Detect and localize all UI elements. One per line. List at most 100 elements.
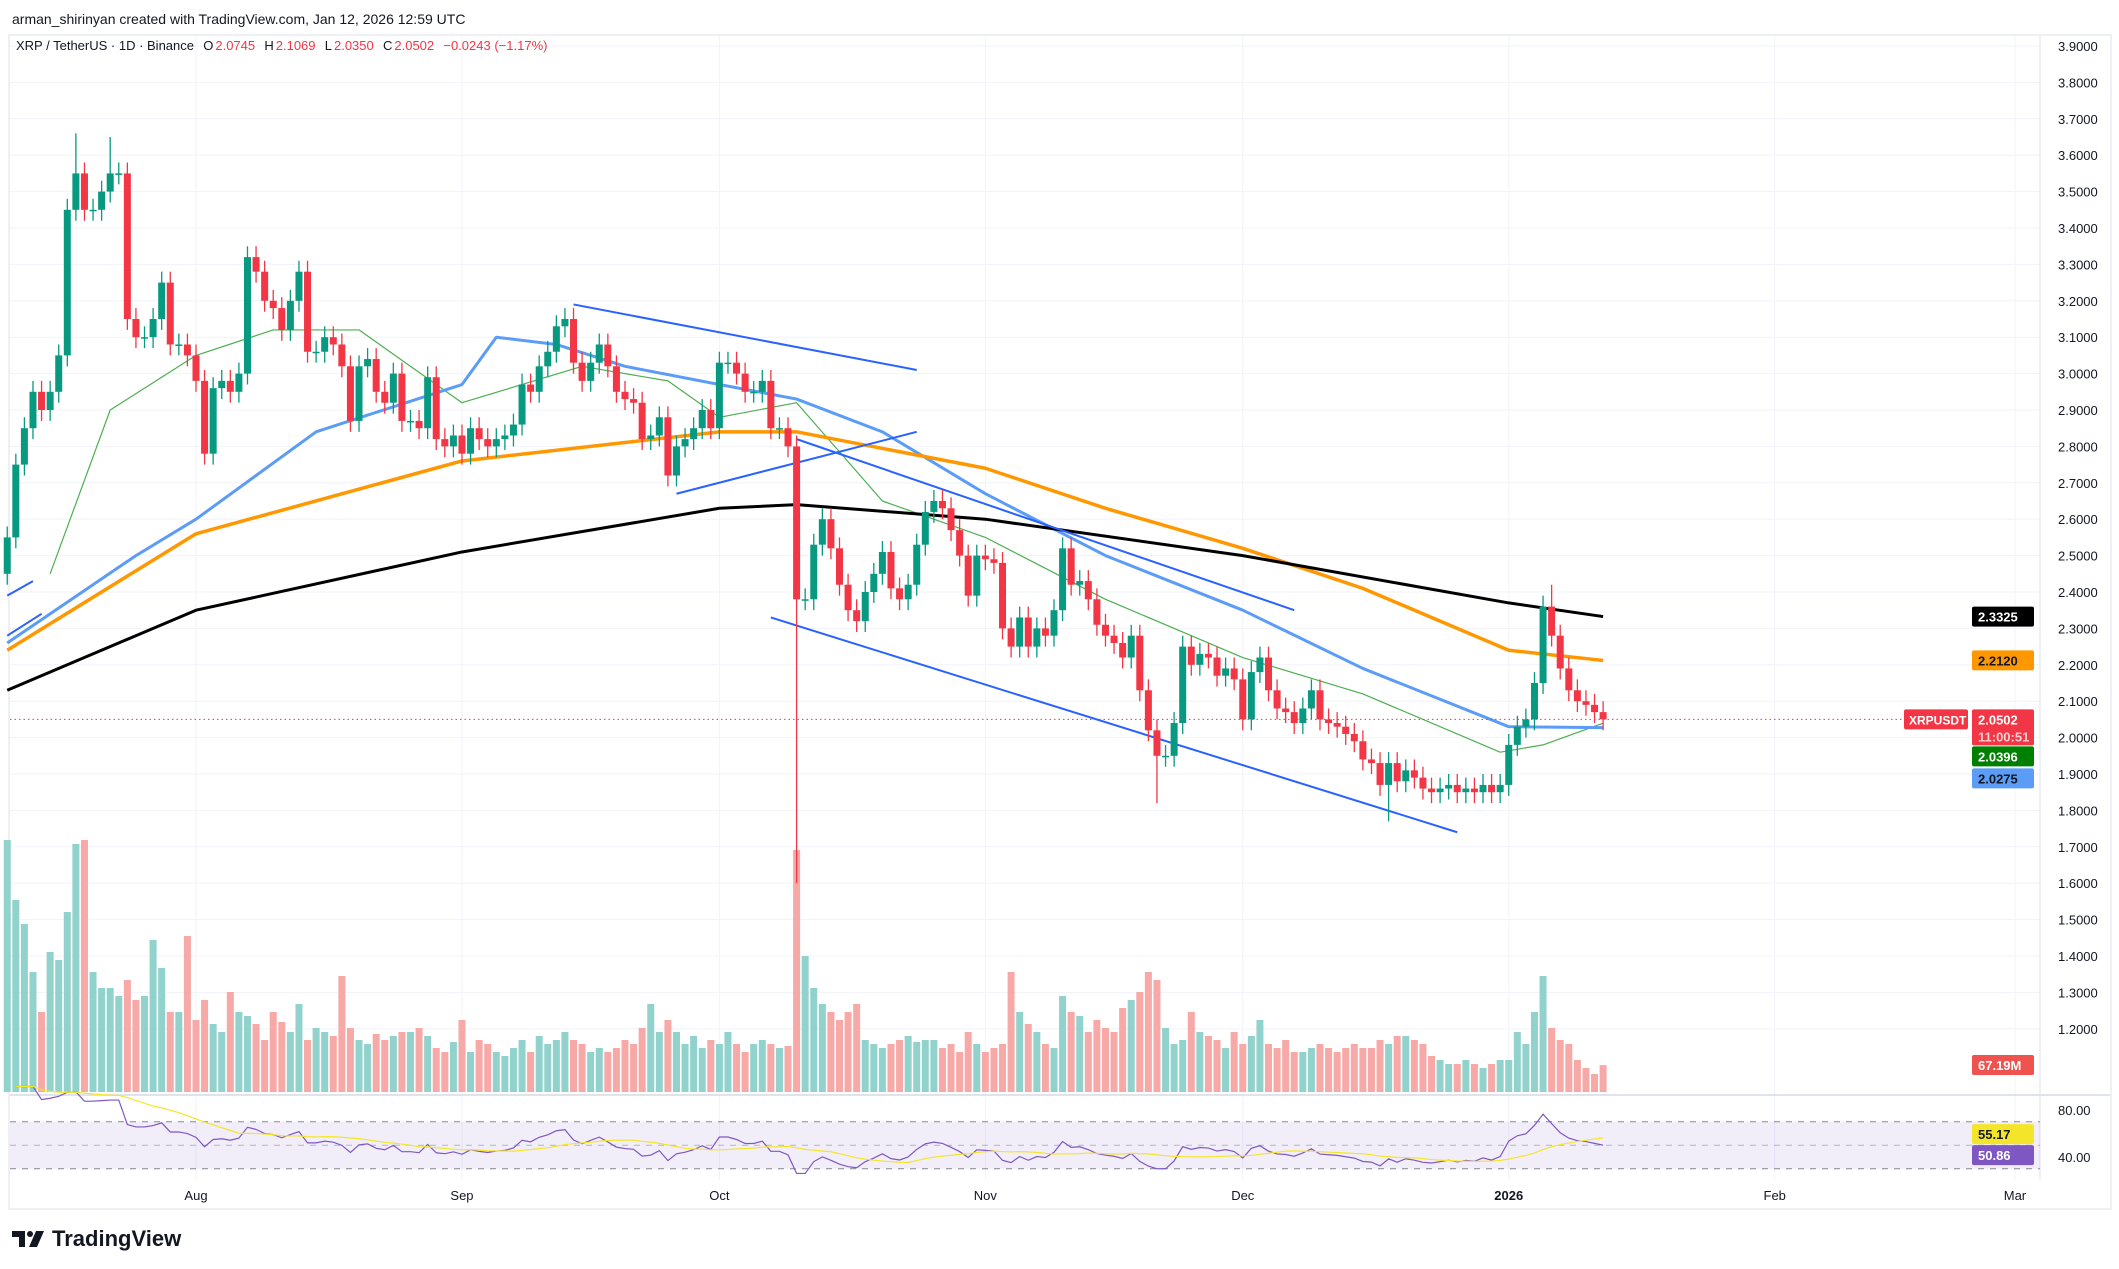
- volume-bar: [312, 1028, 320, 1092]
- price-tick-label: 1.7000: [2058, 840, 2098, 855]
- candle-body: [1573, 690, 1581, 702]
- volume-bar: [1110, 1032, 1118, 1092]
- trendline[interactable]: [770, 616, 1458, 834]
- candle-body: [449, 435, 457, 447]
- volume-bar: [1290, 1052, 1298, 1092]
- candle-body: [432, 377, 440, 440]
- candle-body: [1436, 788, 1444, 793]
- candle-body: [913, 544, 921, 585]
- candle-body: [672, 446, 680, 476]
- candle-body: [930, 501, 938, 512]
- symbol-badge: [1904, 709, 1968, 730]
- volume-bar: [973, 1044, 981, 1092]
- volume-bar: [1359, 1048, 1367, 1092]
- volume-bar: [827, 1012, 835, 1092]
- candle-body: [544, 351, 552, 367]
- volume-bar: [1462, 1060, 1470, 1092]
- volume-bar: [1333, 1052, 1341, 1092]
- volume-bar: [1325, 1048, 1333, 1092]
- volume-bar: [638, 1028, 646, 1092]
- candle-body: [724, 362, 732, 365]
- trendline[interactable]: [6, 580, 34, 597]
- volume-bar: [690, 1036, 698, 1092]
- volume-bar: [1247, 1036, 1255, 1092]
- volume-bar: [1393, 1036, 1401, 1092]
- candle-body: [372, 359, 380, 392]
- candle-body: [458, 435, 466, 454]
- time-tick-label: Oct: [709, 1188, 730, 1203]
- tradingview-logo[interactable]: TradingView: [12, 1226, 181, 1252]
- volume-bar: [1342, 1048, 1350, 1092]
- price-badge-ma200: [1972, 606, 2034, 627]
- volume-bar: [89, 972, 97, 1092]
- volume-bar: [1084, 1032, 1092, 1092]
- volume-bar: [1513, 1032, 1521, 1092]
- candle-body: [1187, 646, 1195, 665]
- candle-body: [407, 420, 414, 423]
- candle-body: [1162, 755, 1170, 758]
- volume-bar: [1479, 1068, 1487, 1092]
- candle-body: [243, 257, 251, 374]
- volume-bar: [458, 1020, 466, 1092]
- ma50-line: [6, 335, 1604, 730]
- candle-body: [956, 530, 964, 556]
- candle-body: [1530, 683, 1538, 720]
- volume-bar: [158, 968, 166, 1092]
- trendline[interactable]: [6, 612, 43, 637]
- volume-bar: [1033, 1032, 1041, 1092]
- candle-body: [1565, 668, 1573, 691]
- volume-bar: [1299, 1052, 1307, 1092]
- candle-body: [63, 209, 71, 356]
- volume-bar: [1591, 1074, 1599, 1092]
- price-badge-ma50: [1972, 768, 2034, 789]
- volume-bar: [604, 1052, 612, 1092]
- candle-body: [1144, 690, 1152, 731]
- candle-body: [80, 173, 88, 210]
- candle-body: [1110, 635, 1118, 643]
- volume-bar: [201, 1000, 209, 1092]
- candle-body: [364, 359, 372, 367]
- price-tick-label: 3.8000: [2058, 75, 2098, 90]
- candle-body: [681, 439, 689, 447]
- volume-bar: [904, 1036, 912, 1092]
- price-tick-label: 2.8000: [2058, 439, 2098, 454]
- time-tick-label: Aug: [184, 1188, 207, 1203]
- candle-body: [621, 391, 629, 400]
- candle-body: [630, 399, 638, 403]
- volume-bar: [741, 1052, 749, 1092]
- candle-body: [269, 300, 277, 309]
- price-tick-label: 1.4000: [2058, 949, 2098, 964]
- volume-bar: [861, 1040, 869, 1092]
- volume-bar: [80, 840, 88, 1092]
- tradingview-logo-icon: [12, 1231, 44, 1247]
- trendline[interactable]: [796, 438, 1295, 612]
- price-tick-label: 1.6000: [2058, 876, 2098, 891]
- volume-bar: [801, 956, 809, 1092]
- candle-body: [604, 344, 612, 367]
- time-tick-label: Sep: [450, 1188, 473, 1203]
- candle-body: [793, 446, 801, 600]
- candle-body: [29, 391, 37, 429]
- candle-body: [286, 300, 294, 330]
- candle-body: [89, 209, 97, 212]
- symbol-badge-text: XRPUSDT: [1909, 713, 1967, 727]
- candle-body: [853, 610, 861, 622]
- symbol-title[interactable]: XRP / TetherUS · 1D · Binance: [16, 38, 194, 53]
- chart-frame: [8, 34, 2112, 1210]
- candle-body: [226, 380, 234, 392]
- candle-body: [587, 362, 595, 381]
- candle-body: [878, 551, 886, 574]
- candle-body: [818, 519, 826, 545]
- candle-body: [1136, 635, 1144, 691]
- trendline[interactable]: [573, 303, 917, 371]
- volume-bar: [681, 1044, 689, 1092]
- price-tick-label: 2.9000: [2058, 403, 2098, 418]
- candle-body: [355, 366, 363, 421]
- candle-body: [775, 428, 783, 430]
- volume-bar: [1350, 1044, 1358, 1092]
- candle-body: [98, 191, 106, 210]
- candle-body: [1385, 763, 1393, 785]
- volume-bar: [355, 1040, 363, 1092]
- volume-bar: [844, 1012, 852, 1092]
